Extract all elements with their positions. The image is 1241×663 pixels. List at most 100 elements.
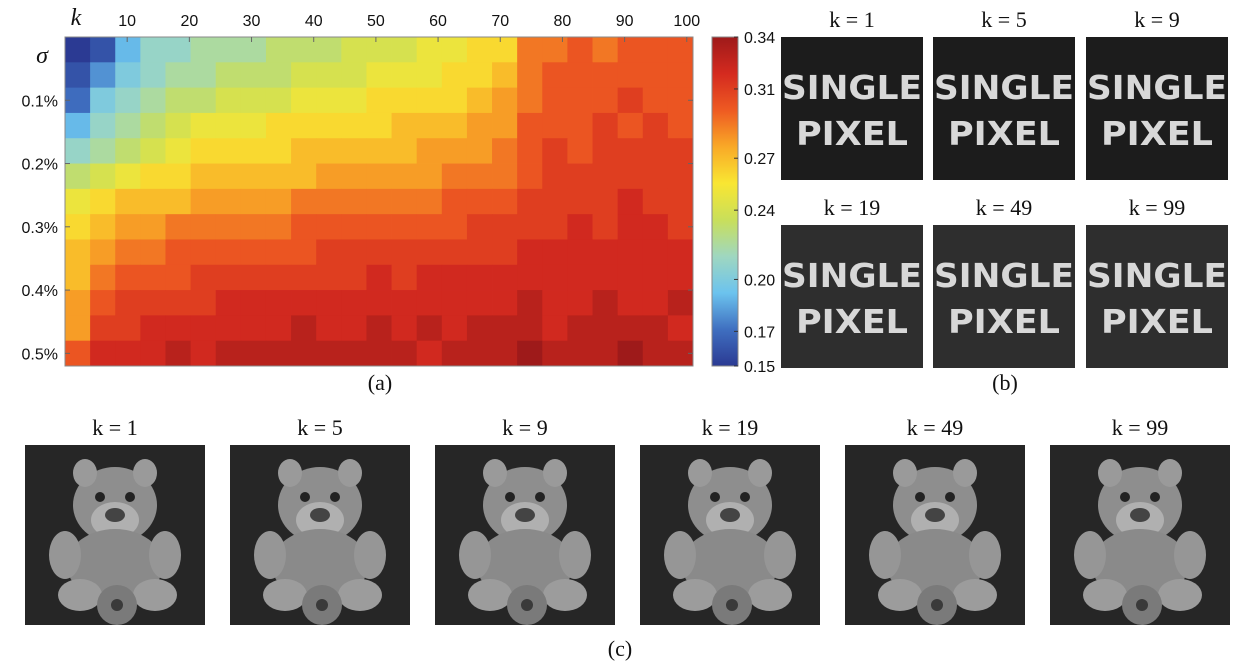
heatmap-cell [416, 214, 443, 240]
heatmap-cell [291, 239, 317, 266]
heatmap-cell [567, 239, 593, 266]
heatmap-cell [341, 290, 367, 316]
heatmap-cell [291, 112, 317, 139]
heatmap-cell [115, 87, 141, 114]
heatmap-cell [165, 239, 191, 266]
heatmap-cell [466, 239, 493, 266]
heatmap-cell [316, 290, 342, 316]
image-text: SINGLE [782, 256, 922, 295]
heatmap-cell [90, 214, 116, 240]
heatmap-cell [441, 340, 468, 367]
heatmap-cell [90, 290, 116, 316]
heatmap-cell [592, 315, 619, 342]
heatmap-cell [517, 264, 543, 291]
heatmap-cell [90, 264, 116, 291]
heatmap-cell [466, 112, 493, 139]
heatmap-cell [466, 62, 493, 89]
heatmap-cell [391, 188, 418, 215]
heatmap-cell [441, 290, 468, 316]
heatmap-cell [140, 264, 166, 291]
heatmap-cell [215, 214, 242, 240]
heatmap-cell [140, 62, 166, 89]
heatmap-cell [240, 290, 267, 316]
heatmap-cell [667, 188, 694, 215]
colorbar [711, 36, 739, 367]
heatmap-cell [366, 214, 392, 240]
heatmap-cell [115, 214, 141, 240]
image [230, 445, 410, 625]
heatmap-cell [391, 340, 418, 367]
heatmap-cell [366, 163, 392, 190]
heatmap-cell [90, 239, 116, 266]
caption: (a) [368, 370, 392, 395]
heatmap-cell [391, 163, 418, 190]
heatmap-cell [265, 87, 292, 114]
heatmap-cell [617, 138, 644, 164]
heatmap-cell [416, 264, 443, 291]
heatmap-cell [542, 87, 568, 114]
heatmap-cell [316, 163, 342, 190]
heatmap-cell [366, 188, 392, 215]
heatmap-cell [316, 188, 342, 215]
heatmap-cell [115, 315, 141, 342]
heatmap-cell [90, 163, 116, 190]
image-text: PIXEL [948, 302, 1060, 341]
image [781, 37, 923, 180]
heatmap-cell [291, 87, 317, 114]
image [933, 225, 1075, 368]
heatmap-cell [617, 290, 644, 316]
heatmap-cell [441, 188, 468, 215]
image-title: k = 19 [824, 195, 880, 220]
heatmap-cell [567, 112, 593, 139]
heatmap-cell [165, 290, 191, 316]
heatmap-cell [316, 214, 342, 240]
heatmap-cell [492, 62, 518, 89]
heatmap-cell [291, 62, 317, 89]
heatmap-cell [140, 239, 166, 266]
heatmap-cell [617, 62, 644, 89]
heatmap-cell [492, 340, 518, 367]
heatmap-cell [165, 37, 191, 63]
heatmap-cell [567, 264, 593, 291]
heatmap-cell [592, 87, 619, 114]
heatmap-cell [65, 138, 91, 164]
image-text: SINGLE [1087, 68, 1227, 107]
heatmap-cell [140, 315, 166, 342]
heatmap-cell [215, 239, 242, 266]
heatmap-cell [441, 62, 468, 89]
colorbar-tick-label: 0.34 [744, 30, 775, 47]
image [435, 445, 615, 625]
heatmap-cell [567, 188, 593, 215]
heatmap-cell [441, 214, 468, 240]
heatmap-cell [391, 214, 418, 240]
heatmap-cell [667, 37, 694, 63]
heatmap-cell [215, 112, 242, 139]
heatmap-cell [316, 112, 342, 139]
heatmap-cell [642, 188, 669, 215]
image-title: k = 5 [297, 415, 342, 440]
heatmap-cell [391, 290, 418, 316]
heatmap-cell [140, 290, 166, 316]
heatmap-cell [416, 239, 443, 266]
heatmap-cell [240, 264, 267, 291]
heatmap-cell [567, 315, 593, 342]
heatmap-cell [341, 214, 367, 240]
heatmap-cell [366, 62, 392, 89]
heatmap-cell [517, 163, 543, 190]
heatmap-cell [492, 264, 518, 291]
heatmap-cell [466, 163, 493, 190]
heatmap-cell [115, 188, 141, 215]
heatmap-cell [366, 290, 392, 316]
heatmap-cell [265, 163, 292, 190]
heatmap-cell [642, 315, 669, 342]
heatmap-cell [341, 87, 367, 114]
heatmap-cell [466, 37, 493, 63]
heatmap-cell [391, 138, 418, 164]
image [1050, 445, 1230, 625]
heatmap-cell [140, 87, 166, 114]
heatmap-cell [165, 264, 191, 291]
heatmap-cell [115, 163, 141, 190]
heatmap-cell [215, 188, 242, 215]
x-tick-label: 50 [367, 13, 385, 30]
heatmap-cell [140, 138, 166, 164]
